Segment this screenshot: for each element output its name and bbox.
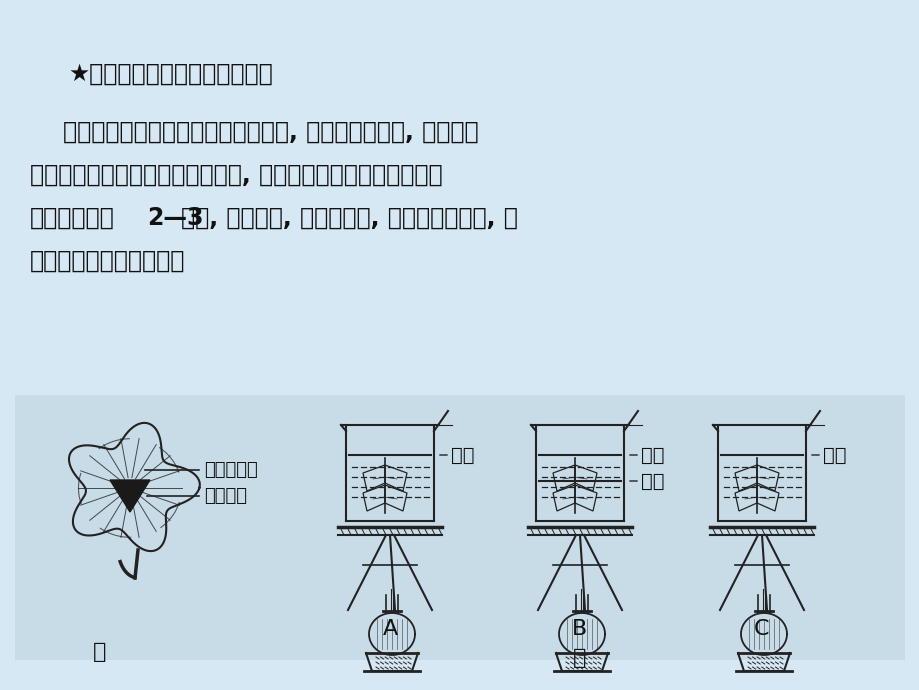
Text: 甲: 甲 (93, 642, 107, 662)
Text: 遮光部分: 遮光部分 (204, 487, 246, 505)
Text: 乙: 乙 (573, 648, 586, 668)
Text: 的黑纸片将叶片上下两面遮盖起来, 如图甲所示。然后将天竺葵置: 的黑纸片将叶片上下两面遮盖起来, 如图甲所示。然后将天竺葵置 (30, 163, 442, 187)
Text: 2—3: 2—3 (147, 206, 203, 230)
Bar (15, 395, 904, 660)
Text: 叶片上滴加碘液后观察。: 叶片上滴加碘液后观察。 (30, 249, 185, 273)
Text: ★探究二：绿叶在光下制造淀粉: ★探究二：绿叶在光下制造淀粉 (68, 62, 272, 86)
Text: 酒精: 酒精 (450, 446, 474, 464)
Text: A: A (382, 619, 397, 639)
Text: 清水: 清水 (823, 446, 845, 464)
Text: C: C (754, 619, 769, 639)
Polygon shape (110, 480, 150, 512)
Text: 将一盆天竺葵放置在黑暗处一昼夜后, 选其中一个叶片, 用三角形: 将一盆天竺葵放置在黑暗处一昼夜后, 选其中一个叶片, 用三角形 (30, 120, 478, 144)
Text: 酒精: 酒精 (641, 446, 664, 464)
Text: 小时, 摘下叶片, 去掉黑纸片, 经过脱色、漂洗, 在: 小时, 摘下叶片, 去掉黑纸片, 经过脱色、漂洗, 在 (181, 206, 517, 230)
Text: B: B (572, 619, 587, 639)
Text: 于阳光下照射: 于阳光下照射 (30, 206, 115, 230)
Text: 未遮光部分: 未遮光部分 (204, 461, 257, 479)
Text: 清水: 清水 (641, 471, 664, 491)
